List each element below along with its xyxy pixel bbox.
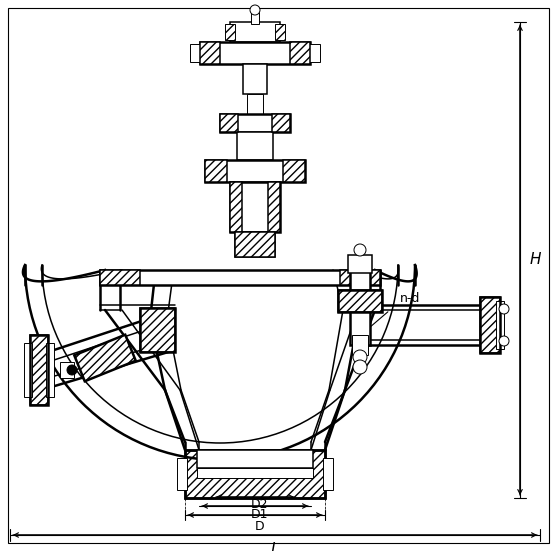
Bar (230, 182, 280, 232)
Bar (480, 297, 500, 353)
Bar (340, 270, 380, 285)
Bar (140, 308, 175, 352)
Bar (308, 44, 320, 62)
Bar (283, 160, 305, 182)
Bar (247, 94, 263, 114)
Circle shape (354, 244, 366, 256)
Bar (275, 24, 285, 40)
Bar (350, 270, 370, 345)
Bar (268, 182, 280, 232)
Bar (243, 64, 267, 94)
Bar (100, 270, 140, 285)
Text: D: D (255, 520, 265, 532)
Bar (197, 450, 313, 468)
Bar (200, 42, 220, 64)
Text: H: H (529, 252, 541, 267)
Bar (225, 24, 235, 40)
Bar (235, 232, 275, 257)
Bar (205, 160, 305, 182)
Circle shape (250, 5, 260, 15)
Text: D2: D2 (251, 499, 268, 511)
Bar (352, 335, 368, 355)
Bar (237, 132, 273, 160)
Bar (200, 42, 310, 64)
Circle shape (353, 360, 367, 374)
Bar (496, 301, 504, 349)
Bar (338, 290, 382, 312)
Bar (272, 114, 290, 132)
Bar (235, 232, 275, 257)
Text: n-d: n-d (400, 292, 421, 305)
Text: L: L (271, 542, 279, 551)
Bar (220, 114, 290, 132)
Bar (323, 458, 333, 490)
Bar (140, 308, 175, 352)
Circle shape (499, 336, 509, 346)
Bar (30, 335, 48, 405)
Bar (230, 22, 280, 42)
Bar (60, 362, 74, 378)
Polygon shape (74, 334, 136, 381)
Bar (100, 270, 380, 285)
Bar (290, 42, 310, 64)
Bar (24, 343, 32, 397)
Bar (185, 450, 325, 498)
Bar (348, 255, 372, 273)
Bar (338, 290, 382, 312)
Circle shape (353, 350, 367, 364)
Bar (480, 297, 500, 353)
Bar (177, 458, 187, 490)
Bar (30, 335, 48, 405)
Circle shape (499, 304, 509, 314)
Bar (251, 12, 259, 24)
Bar (205, 160, 227, 182)
Text: D1: D1 (251, 509, 268, 521)
Bar (46, 343, 54, 397)
Bar (190, 44, 202, 62)
Bar (230, 182, 242, 232)
Bar (185, 450, 325, 498)
Bar (220, 114, 238, 132)
Bar (197, 468, 313, 478)
Circle shape (67, 365, 77, 375)
